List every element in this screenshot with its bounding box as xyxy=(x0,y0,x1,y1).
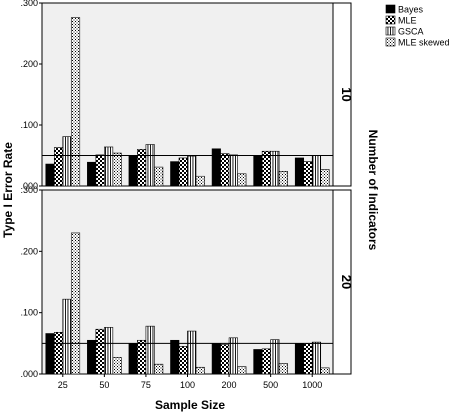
y-tick-label: .100 xyxy=(20,308,38,318)
bar-10-25-4 xyxy=(70,17,81,187)
x-tick-labels: 25 50 75 100 200 500 1000 xyxy=(58,374,322,390)
bar-20-50-2 xyxy=(95,328,105,375)
bar-10-200-1 xyxy=(211,148,221,187)
bar-20-100-1 xyxy=(170,339,180,375)
bar-10-50-2 xyxy=(95,154,105,187)
bar-10-50-4 xyxy=(112,152,122,187)
bar-20-75-1 xyxy=(128,343,138,375)
bar-20-25-2 xyxy=(53,331,64,375)
y-tick-label: .200 xyxy=(20,246,38,256)
bar-20-50-4 xyxy=(112,357,122,375)
bar-10-75-1 xyxy=(128,155,138,187)
y-tick-label: .000 xyxy=(20,369,38,379)
bar-10-25-2 xyxy=(53,147,64,187)
x-tick-label: 1000 xyxy=(302,380,322,390)
y-tick-label: .100 xyxy=(20,120,38,130)
bar-20-25-1 xyxy=(45,333,55,375)
bar-20-50-1 xyxy=(87,339,97,375)
legend-swatch-4 xyxy=(385,37,396,47)
bar-10-50-1 xyxy=(87,161,97,187)
y-tick-label: .300 xyxy=(20,0,38,8)
bar-10-500-3 xyxy=(270,150,280,187)
strip-label-20: 20 xyxy=(339,275,354,289)
bar-10-500-2 xyxy=(261,150,271,187)
bar-10-25-3 xyxy=(62,136,72,187)
legend-swatch-3 xyxy=(385,26,396,36)
bar-20-200-4 xyxy=(237,366,247,375)
bar-20-100-3 xyxy=(187,330,197,375)
bar-20-25-3 xyxy=(62,298,72,375)
bar-10-1000-2 xyxy=(303,161,313,187)
legend-swatch-2 xyxy=(385,15,396,25)
bar-20-500-3 xyxy=(270,339,280,375)
bar-20-100-2 xyxy=(178,346,188,375)
bar-20-500-4 xyxy=(278,363,288,375)
bar-20-75-3 xyxy=(145,325,155,375)
x-tick-label: 25 xyxy=(58,380,68,390)
legend-label-4: MLE skewed xyxy=(398,38,450,48)
bar-10-1000-4 xyxy=(320,169,330,187)
x-tick-label: 75 xyxy=(141,380,151,390)
bar-10-25-1 xyxy=(45,163,55,187)
bar-20-75-4 xyxy=(154,363,164,375)
bar-10-50-3 xyxy=(104,146,114,187)
legend-label-1: Bayes xyxy=(398,5,424,15)
bar-20-1000-1 xyxy=(294,343,305,375)
bar-20-50-3 xyxy=(104,327,114,375)
strip-bottom xyxy=(332,189,352,375)
bar-10-100-4 xyxy=(195,175,205,187)
x-tick-label: 500 xyxy=(263,380,278,390)
bar-10-1000-1 xyxy=(294,157,305,187)
x-axis-title: Sample Size xyxy=(155,398,225,412)
bar-10-100-2 xyxy=(178,157,188,187)
bar-20-100-4 xyxy=(195,366,205,375)
strip-labels: 10 20 xyxy=(339,87,354,289)
y-axis-title: Type I Error Rate xyxy=(1,142,15,238)
bar-10-1000-3 xyxy=(311,155,322,187)
facet-axis-title: Number of Indicators xyxy=(366,130,380,251)
legend-swatch-1 xyxy=(385,4,396,14)
bar-10-500-1 xyxy=(253,155,263,187)
reference-lines xyxy=(42,155,333,344)
bar-10-75-4 xyxy=(154,166,164,187)
bar-20-200-1 xyxy=(211,343,221,375)
bar-10-100-3 xyxy=(187,155,197,187)
bar-10-500-4 xyxy=(278,171,288,187)
y-tick-label: .300 xyxy=(20,185,38,195)
bar-20-1000-2 xyxy=(303,343,313,375)
y-tick-labels: .000.100.200.300.000.100.200.300 xyxy=(20,0,42,379)
bar-10-75-2 xyxy=(137,149,147,187)
bars-layer xyxy=(45,17,330,375)
y-tick-label: .000 xyxy=(20,181,38,191)
bar-20-1000-3 xyxy=(311,341,322,375)
bar-20-75-2 xyxy=(137,339,147,375)
legend-label-2: MLE xyxy=(398,16,417,26)
bar-20-1000-4 xyxy=(320,367,330,375)
bar-20-25-4 xyxy=(70,232,81,375)
x-tick-label: 50 xyxy=(99,380,109,390)
legend-label-3: GSCA xyxy=(398,27,424,37)
bar-20-200-2 xyxy=(220,344,230,375)
bar-10-75-3 xyxy=(145,144,155,187)
strip-top xyxy=(332,2,352,187)
bar-10-200-4 xyxy=(237,173,247,187)
bar-20-500-1 xyxy=(253,349,263,375)
bar-20-500-2 xyxy=(261,348,271,375)
bar-20-200-3 xyxy=(228,337,238,375)
x-tick-label: 200 xyxy=(222,380,237,390)
bar-10-200-2 xyxy=(220,153,230,187)
x-tick-label: 100 xyxy=(180,380,195,390)
strip-label-10: 10 xyxy=(339,87,354,101)
y-tick-label: .200 xyxy=(20,59,38,69)
bar-10-200-3 xyxy=(228,154,238,187)
bar-10-100-1 xyxy=(170,161,180,187)
